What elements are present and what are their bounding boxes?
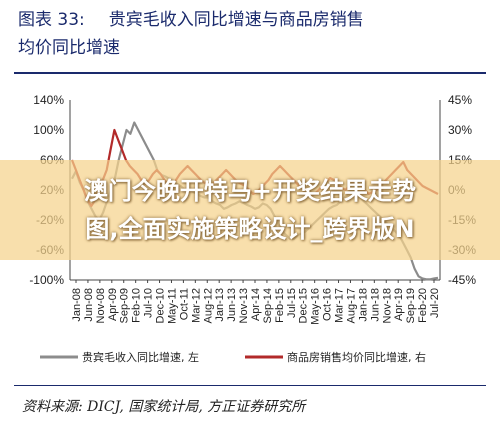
x-tick-label: Jan-13	[214, 288, 226, 322]
source-note: 资料来源: DICJ, 国家统计局, 方正证券研究所	[22, 399, 306, 415]
x-tick-label: Jan-08	[71, 288, 83, 322]
x-tick-label: Sep-14	[262, 288, 274, 323]
x-tick-label: Oct-11	[178, 288, 190, 320]
x-tick-label: Mar-17	[334, 288, 346, 323]
x-tick-label: Jun-08	[83, 288, 95, 322]
x-tick-label: Nov-18	[381, 288, 393, 323]
x-tick-label: Jul-20	[429, 288, 441, 318]
figure-title-line2: 均价同比增速	[18, 38, 120, 58]
x-tick-label: Dec-15	[298, 288, 310, 323]
figure-number: 图表 33:	[18, 10, 85, 30]
x-tick-label: Oct-16	[322, 288, 334, 321]
figure-title: 图表 33: 贵宾毛收入同比增速与商品房销售 均价同比增速	[18, 6, 488, 62]
x-tick-label: Nov-13	[238, 288, 250, 323]
right-tick-label: -45%	[448, 273, 476, 287]
x-tick-label: Feb-15	[274, 288, 286, 323]
overlay-line1: 澳门今晚开特马+开奖结果走势	[83, 177, 417, 205]
x-tick-label: Jun-13	[226, 288, 238, 322]
legend-label: 商品房销售均价同比增速, 右	[287, 350, 426, 364]
left-tick-label: 100%	[33, 123, 64, 137]
figure-title-line1: 贵宾毛收入同比增速与商品房销售	[108, 10, 364, 30]
x-tick-label: Apr-19	[393, 288, 405, 321]
x-tick-label: Sep-09	[119, 288, 131, 323]
title-rule	[14, 72, 486, 74]
x-tick-label: Jan-18	[357, 288, 369, 322]
right-tick-label: 45%	[448, 93, 472, 107]
overlay-line2: 图,全面实施策略设计_跨界版N	[85, 215, 415, 243]
x-tick-label: Feb-20	[417, 288, 429, 323]
x-tick-label: Apr-09	[107, 288, 119, 321]
x-tick-label: Aug-17	[345, 288, 357, 323]
x-tick-label: May-11	[166, 288, 178, 324]
x-tick-label: Mar-12	[190, 288, 202, 323]
x-tick-label: Aug-12	[202, 288, 214, 323]
legend-label: 贵宾毛收入同比增速, 左	[82, 350, 199, 364]
x-tick-label: Dec-10	[155, 288, 167, 323]
left-tick-label: -100%	[29, 273, 64, 287]
x-tick-label: Jun-18	[369, 288, 381, 322]
x-tick-label: May-16	[310, 288, 322, 325]
x-tick-label: Feb-10	[131, 288, 143, 323]
x-tick-label: Jul-10	[143, 288, 155, 318]
x-tick-label: Nov-08	[95, 288, 107, 323]
overlay-banner: 澳门今晚开特马+开奖结果走势 图,全面实施策略设计_跨界版N	[0, 160, 500, 260]
x-tick-label: Jul-15	[286, 288, 298, 318]
right-tick-label: 30%	[448, 123, 472, 137]
x-tick-label: Apr-14	[250, 288, 262, 321]
source-rule	[14, 385, 486, 386]
left-tick-label: 140%	[33, 93, 64, 107]
x-tick-label: Sep-19	[405, 288, 417, 323]
